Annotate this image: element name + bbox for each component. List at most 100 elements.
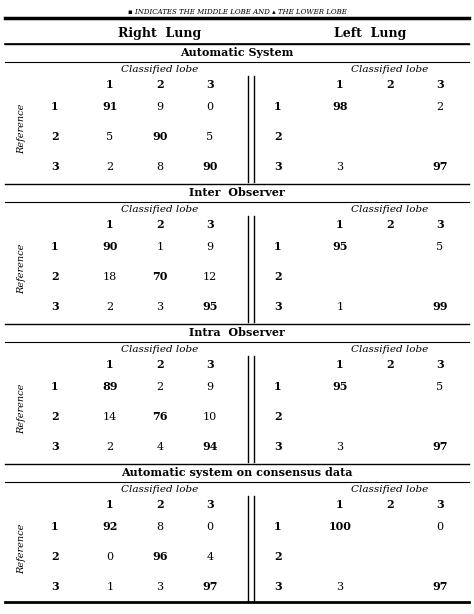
Text: 9: 9	[207, 382, 214, 392]
Text: Classified lobe: Classified lobe	[121, 204, 199, 214]
Text: 1: 1	[51, 241, 59, 252]
Text: 3: 3	[337, 442, 344, 452]
Text: 96: 96	[152, 551, 168, 562]
Text: Reference: Reference	[18, 104, 27, 154]
Text: 92: 92	[102, 521, 118, 532]
Text: 0: 0	[107, 552, 114, 562]
Text: 90: 90	[102, 241, 118, 252]
Text: 100: 100	[328, 521, 351, 532]
Text: 2: 2	[156, 219, 164, 230]
Text: 99: 99	[432, 301, 448, 313]
Text: 1: 1	[337, 302, 344, 312]
Text: 1: 1	[51, 101, 59, 112]
Text: 3: 3	[206, 359, 214, 370]
Text: Classified lobe: Classified lobe	[121, 484, 199, 494]
Text: 2: 2	[274, 411, 282, 422]
Text: Reference: Reference	[18, 244, 27, 294]
Text: 3: 3	[156, 582, 164, 592]
Text: 2: 2	[107, 302, 114, 312]
Text: 2: 2	[156, 382, 164, 392]
Text: 2: 2	[386, 499, 394, 510]
Text: Right  Lung: Right Lung	[118, 26, 201, 39]
Text: 3: 3	[206, 79, 214, 90]
Text: 97: 97	[432, 441, 448, 453]
Text: 76: 76	[152, 411, 168, 422]
Text: 2: 2	[274, 551, 282, 562]
Text: 3: 3	[337, 162, 344, 172]
Text: 14: 14	[103, 412, 117, 422]
Text: Intra  Observer: Intra Observer	[189, 327, 285, 338]
Text: 2: 2	[107, 442, 114, 452]
Text: 70: 70	[152, 271, 168, 282]
Text: 2: 2	[437, 102, 444, 112]
Text: 9: 9	[156, 102, 164, 112]
Text: 3: 3	[206, 219, 214, 230]
Text: 0: 0	[207, 102, 214, 112]
Text: 97: 97	[202, 581, 218, 593]
Text: 3: 3	[156, 302, 164, 312]
Text: 3: 3	[436, 79, 444, 90]
Text: 95: 95	[332, 241, 348, 252]
Text: Left  Lung: Left Lung	[334, 26, 406, 39]
Text: 2: 2	[386, 219, 394, 230]
Text: 90: 90	[152, 131, 168, 142]
Text: Inter  Observer: Inter Observer	[189, 187, 285, 198]
Text: 2: 2	[386, 79, 394, 90]
Text: 3: 3	[274, 301, 282, 313]
Text: Reference: Reference	[18, 524, 27, 574]
Text: 97: 97	[432, 581, 448, 593]
Text: 0: 0	[437, 522, 444, 532]
Text: 3: 3	[274, 581, 282, 593]
Text: 3: 3	[436, 359, 444, 370]
Text: 1: 1	[106, 499, 114, 510]
Text: 98: 98	[332, 101, 348, 112]
Text: 94: 94	[202, 441, 218, 453]
Text: 3: 3	[51, 441, 59, 453]
Text: 1: 1	[106, 359, 114, 370]
Text: 1: 1	[336, 219, 344, 230]
Text: Reference: Reference	[18, 384, 27, 434]
Text: Classified lobe: Classified lobe	[351, 484, 428, 494]
Text: 95: 95	[202, 301, 218, 313]
Text: 4: 4	[156, 442, 164, 452]
Text: 2: 2	[107, 162, 114, 172]
Text: Automatic System: Automatic System	[180, 47, 294, 58]
Text: 1: 1	[336, 359, 344, 370]
Text: 1: 1	[336, 499, 344, 510]
Text: 3: 3	[274, 441, 282, 453]
Text: 97: 97	[432, 161, 448, 173]
Text: 90: 90	[202, 161, 218, 173]
Text: 2: 2	[386, 359, 394, 370]
Text: 8: 8	[156, 162, 164, 172]
Text: Classified lobe: Classified lobe	[351, 204, 428, 214]
Text: 95: 95	[332, 381, 348, 392]
Text: 1: 1	[106, 219, 114, 230]
Text: 1: 1	[51, 521, 59, 532]
Text: 3: 3	[51, 581, 59, 593]
Text: 2: 2	[274, 131, 282, 142]
Text: 3: 3	[337, 582, 344, 592]
Text: Classified lobe: Classified lobe	[351, 344, 428, 354]
Text: 3: 3	[436, 219, 444, 230]
Text: 1: 1	[107, 582, 114, 592]
Text: Classified lobe: Classified lobe	[121, 64, 199, 74]
Text: 3: 3	[274, 161, 282, 173]
Text: 8: 8	[156, 522, 164, 532]
Text: 2: 2	[274, 271, 282, 282]
Text: 1: 1	[156, 242, 164, 252]
Text: 2: 2	[51, 271, 59, 282]
Text: 3: 3	[51, 301, 59, 313]
Text: 2: 2	[51, 411, 59, 422]
Text: 3: 3	[51, 161, 59, 173]
Text: 2: 2	[156, 499, 164, 510]
Text: 1: 1	[274, 241, 282, 252]
Text: 1: 1	[51, 381, 59, 392]
Text: 1: 1	[106, 79, 114, 90]
Text: ▪ INDICATES THE MIDDLE LOBE AND ▴ THE LOWER LOBE: ▪ INDICATES THE MIDDLE LOBE AND ▴ THE LO…	[128, 8, 346, 16]
Text: 1: 1	[274, 381, 282, 392]
Text: 2: 2	[51, 131, 59, 142]
Text: 91: 91	[102, 101, 118, 112]
Text: 3: 3	[206, 499, 214, 510]
Text: 10: 10	[203, 412, 217, 422]
Text: 5: 5	[107, 132, 114, 142]
